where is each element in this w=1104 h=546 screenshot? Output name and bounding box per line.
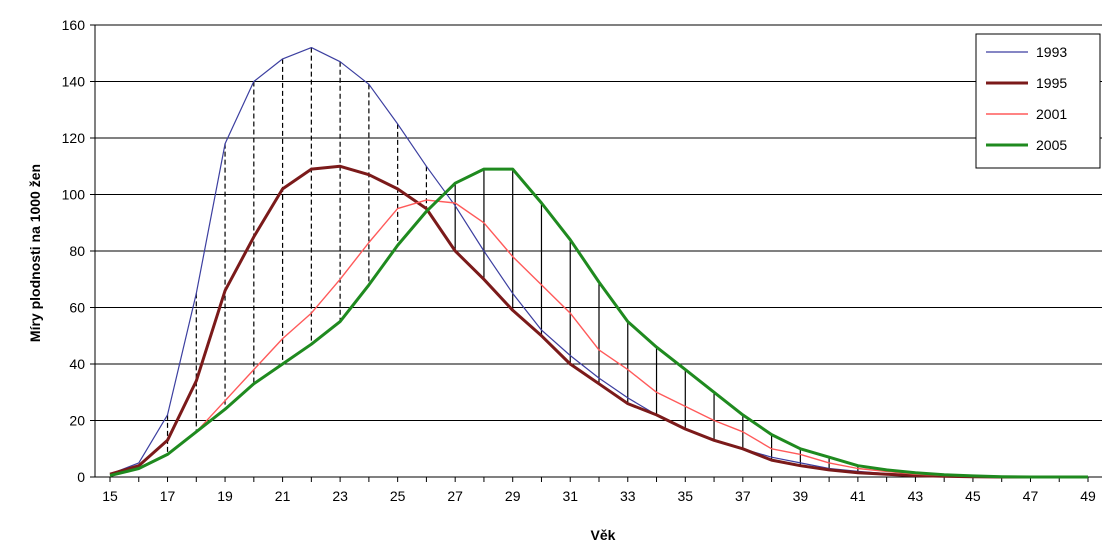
y-tick-label: 60 xyxy=(69,300,85,316)
y-axis-title: Míry plodnosti na 1000 žen xyxy=(27,164,43,342)
x-tick-label: 43 xyxy=(908,488,924,504)
x-axis-title: Věk xyxy=(591,527,616,543)
x-tick-label: 21 xyxy=(275,488,291,504)
x-tick-label: 29 xyxy=(505,488,521,504)
series-line-1995 xyxy=(109,164,1088,479)
series-line-1993 xyxy=(109,46,1088,478)
y-tick-label: 20 xyxy=(69,413,85,429)
legend: 1993 1995 2001 2005 xyxy=(975,33,1101,169)
legend-label-1993: 1993 xyxy=(1036,44,1067,60)
y-tick-label: 40 xyxy=(69,356,85,372)
x-tick-label: 23 xyxy=(332,488,348,504)
tick-labels: 0 20 40 60 80 100 120 140 160 15 17 19 21 23 25 27 29 31 3… xyxy=(62,17,1096,504)
y-tick-label: 100 xyxy=(62,187,86,203)
x-tick-label: 27 xyxy=(447,488,463,504)
series-lines xyxy=(109,46,1088,479)
x-tick-label: 35 xyxy=(678,488,694,504)
y-tick-label: 160 xyxy=(62,17,86,33)
legend-label-2001: 2001 xyxy=(1036,106,1067,122)
x-tick-label: 31 xyxy=(562,488,578,504)
y-tick-label: 80 xyxy=(69,243,85,259)
y-tick-label: 140 xyxy=(62,74,86,90)
vertical-difference-lines xyxy=(166,47,859,473)
x-tick-label: 41 xyxy=(850,488,866,504)
x-tick-label: 49 xyxy=(1080,488,1096,504)
x-tick-label: 19 xyxy=(217,488,233,504)
x-tick-label: 25 xyxy=(390,488,406,504)
x-tick-label: 15 xyxy=(102,488,118,504)
x-tick-label: 45 xyxy=(965,488,981,504)
x-tick-label: 47 xyxy=(1023,488,1039,504)
y-tick-label: 0 xyxy=(77,469,85,485)
series-line-2005 xyxy=(109,167,1088,479)
legend-label-1995: 1995 xyxy=(1036,75,1067,91)
x-tick-label: 17 xyxy=(160,488,176,504)
x-tick-label: 37 xyxy=(735,488,751,504)
axes xyxy=(90,24,1102,482)
x-tick-label: 39 xyxy=(793,488,809,504)
legend-label-2005: 2005 xyxy=(1036,137,1067,153)
y-tick-label: 120 xyxy=(62,130,86,146)
x-tick-label: 33 xyxy=(620,488,636,504)
